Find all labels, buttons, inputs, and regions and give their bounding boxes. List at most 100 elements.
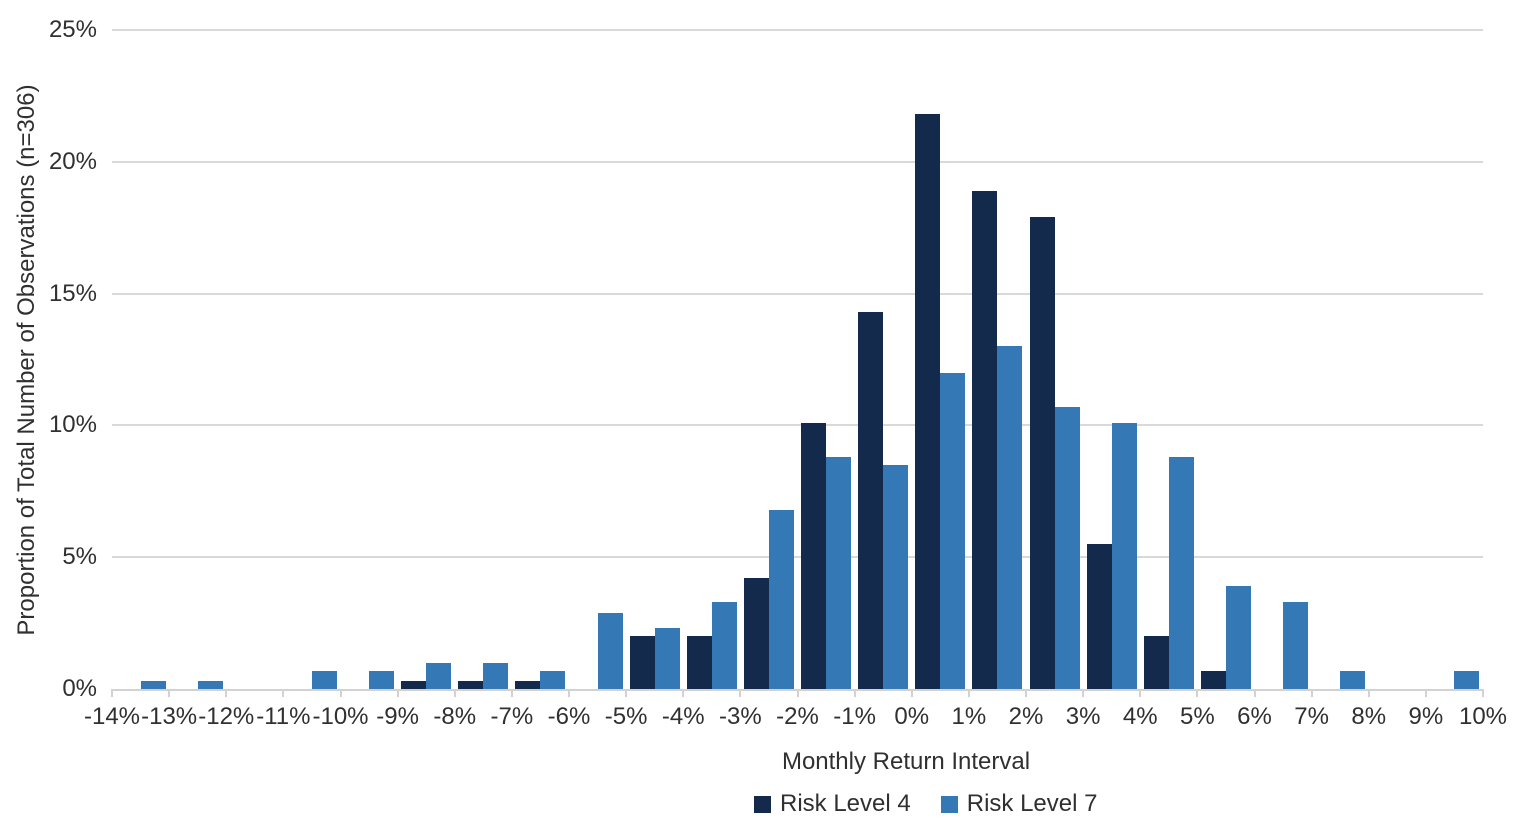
y-tick-label-5%: 5%: [62, 543, 97, 571]
x-tick-mark-8%: [1367, 689, 1370, 697]
x-tick-label-3%: 3%: [1065, 703, 1101, 730]
x-tick-mark-0%: [910, 689, 913, 697]
x-tick-label-2%: 2%: [1008, 703, 1044, 730]
x-tick-label--8%: -8%: [433, 703, 477, 730]
x-tick-label--12%: -12%: [198, 703, 255, 730]
x-tick-mark--12%: [225, 689, 228, 697]
bar-risk-level-7-bin--3%-to--2%: [768, 510, 794, 689]
bar-risk-level-4-bin-4%-to-5%: [1143, 636, 1169, 689]
x-tick-label-9%: 9%: [1408, 703, 1444, 730]
x-tick-mark-4%: [1139, 689, 1142, 697]
x-tick-label--2%: -2%: [776, 703, 819, 730]
y-tick-label-0%: 0%: [62, 675, 97, 702]
x-tick-mark--8%: [453, 689, 456, 697]
x-tick-label-4%: 4%: [1122, 703, 1158, 730]
bar-risk-level-7-bin--6%-to--5%: [597, 613, 623, 689]
x-tick-label-0%: 0%: [894, 703, 930, 730]
x-tick-mark-6%: [1253, 689, 1256, 697]
bar-risk-level-7-bin-9%-to-10%: [1454, 671, 1480, 689]
bar-risk-level-4-bin--3%-to--2%: [743, 578, 769, 689]
x-tick-label--14%: -14%: [83, 703, 141, 730]
gridline-10pct: [112, 424, 1483, 427]
bar-risk-level-7-bin-4%-to-5%: [1168, 457, 1194, 689]
x-tick-mark--2%: [796, 689, 799, 697]
bar-risk-level-4-bin-0%-to-1%: [915, 114, 941, 689]
legend-swatch-risk-level-7: [940, 795, 958, 813]
x-tick-label--6%: -6%: [547, 703, 591, 730]
legend: Risk Level 4 Risk Level 7: [754, 792, 1097, 816]
bar-risk-level-4-bin--8%-to--7%: [458, 681, 484, 689]
x-tick-mark-9%: [1424, 689, 1427, 697]
x-tick-mark-1%: [967, 689, 970, 697]
x-tick-label--1%: -1%: [833, 703, 876, 730]
y-tick-label-10%: 10%: [48, 411, 97, 439]
bar-risk-level-4-bin--9%-to--8%: [401, 681, 427, 689]
x-tick-mark--1%: [853, 689, 856, 697]
x-tick-mark--4%: [682, 689, 685, 697]
bar-risk-level-7-bin--14%-to--13%: [140, 681, 166, 689]
x-tick-label--13%: -13%: [141, 703, 198, 730]
legend-item-risk-level-7: Risk Level 7: [940, 790, 1098, 817]
x-tick-label--5%: -5%: [604, 703, 648, 730]
x-tick-mark-3%: [1082, 689, 1085, 697]
x-tick-label-6%: 6%: [1237, 703, 1272, 730]
bar-risk-level-7-bin--13%-to--12%: [197, 681, 223, 689]
bar-risk-level-4-bin--2%-to--1%: [801, 423, 826, 689]
bar-risk-level-4-bin--1%-to-0%: [858, 312, 884, 689]
bar-risk-level-7-bin--4%-to--3%: [711, 602, 737, 689]
bar-risk-level-7-bin-1%-to-2%: [997, 346, 1023, 689]
bar-risk-level-7-bin--9%-to--8%: [426, 663, 452, 689]
x-tick-mark--3%: [739, 689, 742, 697]
bar-risk-level-7-bin--7%-to--6%: [540, 671, 566, 689]
bar-risk-level-7-bin-3%-to-4%: [1111, 423, 1137, 689]
gridline-25pct: [112, 29, 1483, 31]
bar-risk-level-7-bin--1%-to-0%: [883, 465, 909, 689]
x-tick-label-5%: 5%: [1180, 703, 1215, 730]
bar-risk-level-4-bin-2%-to-3%: [1029, 217, 1055, 689]
x-tick-mark-2%: [1025, 689, 1027, 697]
bar-risk-level-7-bin--8%-to--7%: [483, 663, 509, 689]
plot-area: [111, 29, 1484, 697]
x-tick-mark-10%: [1482, 689, 1484, 697]
x-axis-title: Monthly Return Interval: [781, 748, 1031, 775]
y-tick-label-25%: 25%: [48, 16, 97, 43]
x-tick-label-1%: 1%: [951, 703, 987, 730]
gridline-15pct: [112, 292, 1483, 295]
legend-item-risk-level-4: Risk Level 4: [754, 792, 911, 816]
bar-risk-level-7-bin-0%-to-1%: [940, 373, 966, 689]
x-tick-label-7%: 7%: [1294, 703, 1329, 730]
x-tick-label--3%: -3%: [719, 703, 762, 730]
bar-risk-level-4-bin--5%-to--4%: [629, 636, 655, 689]
bar-risk-level-4-bin-5%-to-6%: [1200, 671, 1226, 689]
x-tick-mark--14%: [111, 689, 113, 697]
bar-risk-level-4-bin--7%-to--6%: [515, 681, 541, 689]
bar-risk-level-7-bin--2%-to--1%: [826, 457, 851, 689]
x-tick-label--7%: -7%: [490, 703, 534, 730]
bar-risk-level-7-bin-6%-to-7%: [1283, 602, 1308, 689]
bar-risk-level-7-bin--5%-to--4%: [654, 628, 680, 689]
bar-risk-level-7-bin-7%-to-8%: [1340, 671, 1366, 689]
x-tick-label--9%: -9%: [376, 703, 419, 730]
legend-swatch-risk-level-4: [754, 795, 771, 813]
x-tick-mark-7%: [1310, 689, 1313, 697]
x-tick-mark--10%: [339, 689, 342, 697]
x-tick-mark--6%: [568, 689, 570, 697]
x-tick-label--4%: -4%: [661, 703, 705, 730]
x-tick-mark--13%: [168, 689, 171, 697]
y-tick-label-15%: 15%: [48, 279, 97, 307]
gridline-5pct: [112, 556, 1483, 559]
bar-risk-level-7-bin-5%-to-6%: [1225, 586, 1251, 689]
bar-risk-level-7-bin--11%-to--10%: [311, 671, 337, 689]
bar-risk-level-7-bin--10%-to--9%: [369, 671, 394, 689]
x-tick-mark--9%: [396, 689, 399, 697]
x-tick-label--10%: -10%: [312, 703, 369, 730]
legend-label-risk-level-7: Risk Level 7: [966, 790, 1098, 817]
legend-label-risk-level-4: Risk Level 4: [780, 790, 911, 817]
x-tick-label-8%: 8%: [1351, 703, 1387, 730]
bar-risk-level-7-bin-2%-to-3%: [1054, 407, 1080, 689]
bar-risk-level-4-bin--4%-to--3%: [686, 636, 712, 689]
x-tick-mark-5%: [1196, 689, 1199, 697]
y-tick-label-20%: 20%: [48, 147, 97, 175]
bar-risk-level-4-bin-1%-to-2%: [972, 191, 998, 689]
